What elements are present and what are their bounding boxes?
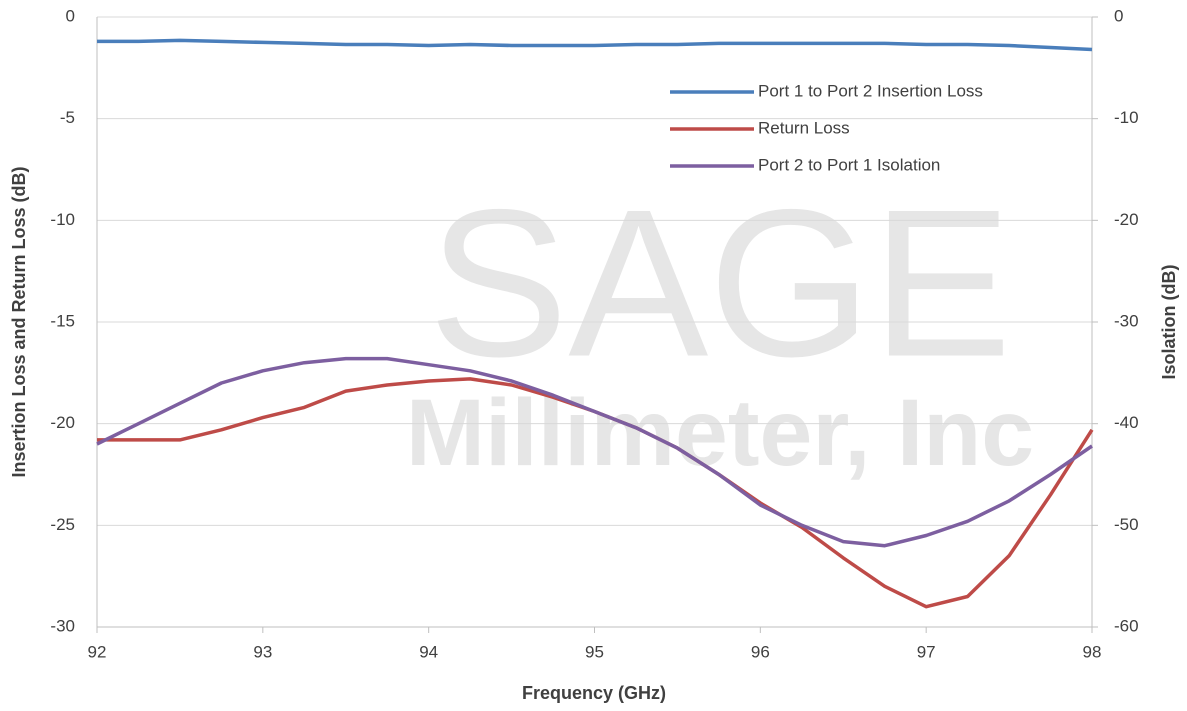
y-axis-title: Insertion Loss and Return Loss (dB) [9,166,29,477]
y2-axis-title: Isolation (dB) [1159,265,1179,380]
legend-label: Return Loss [758,118,850,137]
x-tick-label: 97 [917,642,936,661]
x-axis-title: Frequency (GHz) [522,683,666,703]
y-tick-label: -25 [50,515,75,534]
y-tick-label: -30 [50,616,75,635]
y-tick-label: -10 [50,210,75,229]
watermark: SAGE [428,165,1012,400]
y2-tick-label: -20 [1114,210,1139,229]
y2-tick-label: -60 [1114,616,1139,635]
line-series [96,356,1093,548]
x-tick-label: 96 [751,642,770,661]
y2-tick-label: -50 [1114,515,1139,534]
y-tick-label: 0 [66,6,75,25]
y2-tick-label: -30 [1114,311,1139,330]
x-tick-label: 92 [88,642,107,661]
x-tick-label: 93 [253,642,272,661]
watermark: Millimeter, Inc [406,380,1034,486]
line-series [97,38,1093,52]
x-tick-label: 95 [585,642,604,661]
y2-tick-label: -40 [1114,413,1139,432]
y-tick-label: -20 [50,413,75,432]
y-tick-label: -5 [60,108,75,127]
y2-tick-label: 0 [1114,6,1123,25]
y-tick-label: -15 [50,311,75,330]
x-tick-label: 94 [419,642,438,661]
legend-label: Port 1 to Port 2 Insertion Loss [758,81,983,100]
legend-label: Port 2 to Port 1 Isolation [758,155,940,174]
y2-tick-label: -10 [1114,108,1139,127]
x-tick-label: 98 [1083,642,1102,661]
